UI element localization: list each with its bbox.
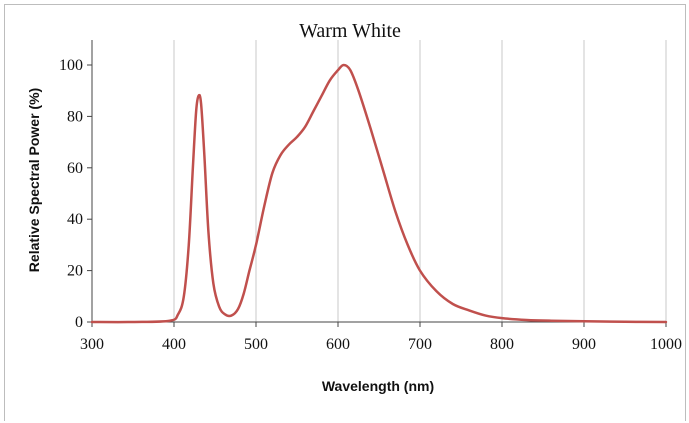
axis-layer [91,40,666,323]
x-tick-label-400: 400 [162,336,186,353]
y-tick-label-40: 40 [67,211,83,228]
series-layer [90,63,668,324]
spectrum-line-0 [90,63,668,324]
tick-layer: 0 20 40 60 80 100 300 400 500 600 700 800 900 1000 [59,57,682,353]
y-tick-label-60: 60 [67,160,83,177]
frame-border-top [4,4,685,5]
x-tick-label-800: 800 [490,336,514,353]
y-tick-label-100: 100 [59,57,83,74]
x-axis-label: Wavelength (nm) [322,378,434,394]
frame-border-right [685,4,686,421]
y-tick-label-20: 20 [67,263,83,280]
chart-title: Warm White [299,20,401,42]
grid-layer [173,40,667,322]
y-tick-label-0: 0 [75,314,83,331]
x-tick-label-1000: 1000 [650,336,682,353]
y-tick-label-80: 80 [67,108,83,125]
x-tick-label-600: 600 [326,336,350,353]
x-tick-label-300: 300 [80,336,104,353]
x-tick-label-500: 500 [244,336,268,353]
frame-border-left [4,4,5,421]
y-axis-label: Relative Spectral Power (%) [26,88,42,272]
x-tick-label-700: 700 [408,336,432,353]
x-tick-label-900: 900 [572,336,596,353]
